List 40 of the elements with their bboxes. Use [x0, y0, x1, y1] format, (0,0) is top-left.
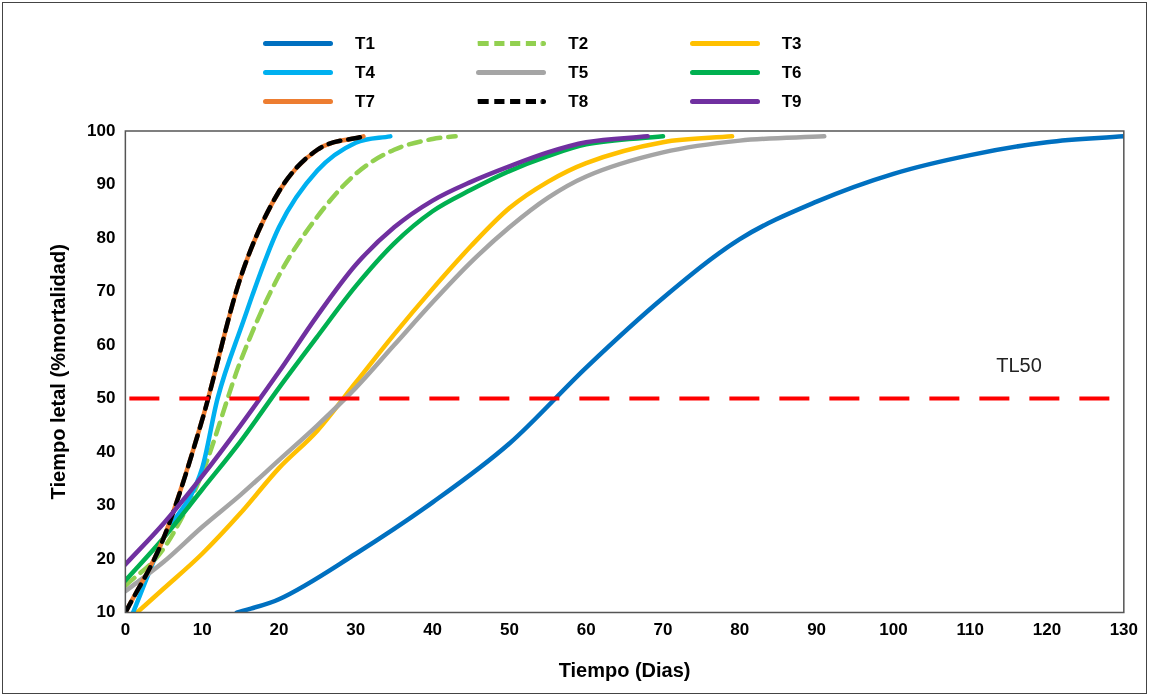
legend-label: T7: [355, 91, 375, 112]
y-tick-label: 50: [96, 388, 116, 408]
legend-label: T6: [781, 62, 802, 83]
ref-line-label: TL50: [996, 354, 1042, 377]
y-tick-label: 30: [96, 495, 116, 515]
x-tick-label: 10: [192, 620, 212, 640]
y-axis-title: Tiempo letal (%mortalidad): [46, 244, 69, 500]
x-tick-label: 60: [576, 620, 596, 640]
line-series: [134, 134, 735, 613]
legend-label: T9: [781, 91, 802, 112]
y-tick-label: 60: [96, 334, 116, 354]
y-tick-label: 70: [96, 281, 116, 301]
legend-label: T5: [568, 62, 589, 83]
line-series: [234, 134, 1124, 613]
y-tick-label: 80: [96, 227, 116, 247]
legend-label: T1: [355, 33, 375, 54]
x-tick-label: 100: [879, 620, 908, 640]
y-tick-label: 90: [96, 174, 116, 194]
x-tick-label: 130: [1109, 620, 1139, 640]
x-tick-label: 50: [499, 620, 519, 640]
legend-label: T3: [781, 33, 802, 54]
x-tick-label: 30: [346, 620, 366, 640]
x-tick-label: 110: [956, 620, 984, 640]
x-tick-label: 0: [120, 620, 131, 640]
x-tick-label: 70: [653, 620, 673, 640]
x-tick-label: 20: [269, 620, 289, 640]
x-tick-label: 120: [1032, 620, 1062, 640]
x-tick-label: 40: [423, 620, 443, 640]
line-series: [125, 134, 827, 594]
y-tick-label: 10: [96, 602, 116, 622]
x-tick-label: 80: [730, 620, 750, 640]
y-tick-label: 20: [96, 548, 116, 568]
legend-label: T4: [355, 62, 375, 83]
legend-label: T8: [568, 91, 589, 112]
line-series: [125, 134, 458, 589]
legend-label: T2: [568, 33, 589, 54]
y-tick-label: 40: [96, 441, 116, 461]
x-axis-title: Tiempo (Dias): [558, 658, 691, 681]
x-tick-label: 90: [807, 620, 827, 640]
y-tick-label: 100: [86, 120, 116, 140]
